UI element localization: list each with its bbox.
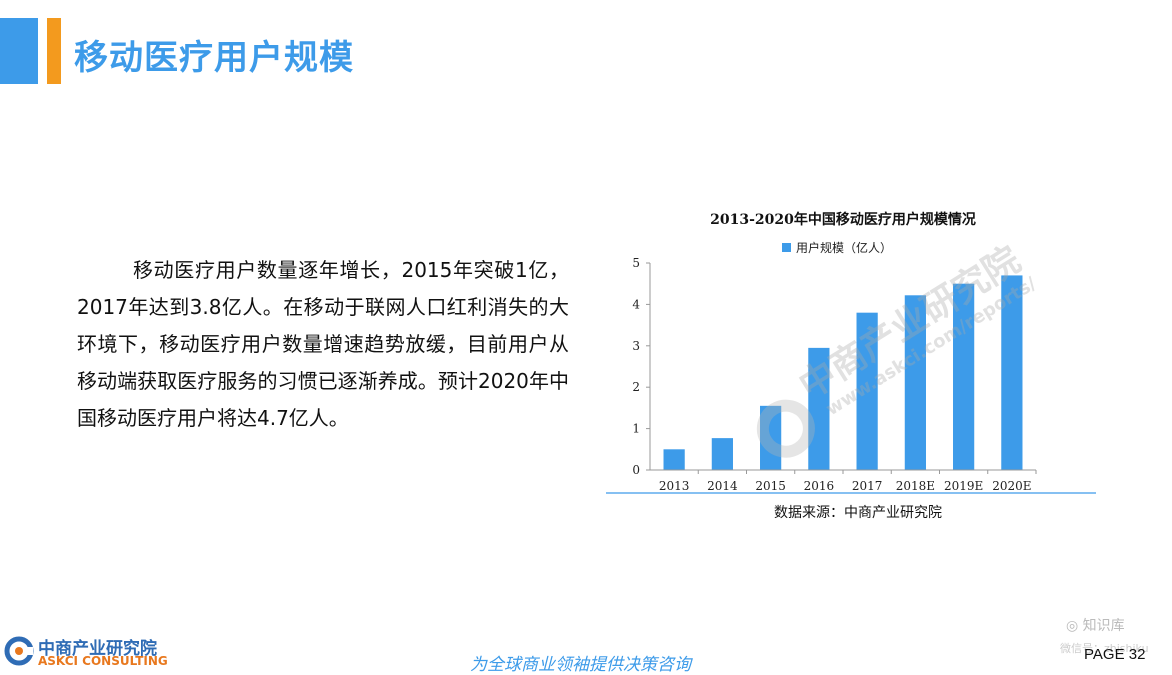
- footer-slogan: 为全球商业领袖提供决策咨询: [470, 655, 691, 675]
- chart-source: 数据来源：中商产业研究院: [774, 505, 942, 521]
- company-logo: 中商产业研究院 ASKCI CONSULTING: [4, 634, 174, 670]
- legend-label: 用户规模（亿人）: [796, 240, 892, 255]
- bar-2014: [711, 438, 733, 470]
- y-tick-label: 4: [632, 297, 640, 311]
- x-axis: 2013 2014 2015 2016 2017 2018E 2019E 2020E: [650, 469, 1037, 493]
- legend-swatch: [782, 243, 791, 252]
- y-axis: 0 1 2 3 4 5: [632, 256, 651, 477]
- x-tick-label: 2014: [707, 479, 738, 493]
- x-tick-label: 2020E: [992, 479, 1031, 493]
- wechat-icon: ◎: [1066, 618, 1083, 634]
- y-tick-label: 3: [632, 339, 640, 353]
- header-accent-orange: [47, 18, 61, 84]
- x-tick-label: 2019E: [944, 479, 983, 493]
- bar-2013: [663, 449, 685, 470]
- bar-2016: [808, 347, 830, 470]
- zhihu-badge: ◎ 知识库: [1066, 615, 1125, 635]
- x-tick-label: 2015: [755, 479, 786, 493]
- bar-2015: [760, 405, 782, 470]
- body-paragraph: 移动医疗用户数量逐年增长，2015年突破1亿，2017年达到3.8亿人。在移动于…: [77, 258, 569, 430]
- chart: 2013-2020年中国移动医疗用户规模情况 用户规模（亿人） 0 1 2 3 4 5 2…: [600, 200, 1100, 530]
- x-tick-label: 2018E: [896, 479, 935, 493]
- y-tick-label: 2: [632, 380, 640, 394]
- company-logo-english: ASKCI CONSULTING: [38, 654, 168, 668]
- chart-title: 2013-2020年中国移动医疗用户规模情况: [710, 211, 976, 228]
- bars: [663, 275, 1023, 470]
- x-tick-label: 2017: [852, 479, 883, 493]
- header-accent-blue: [0, 18, 38, 84]
- x-tick-label: 2016: [804, 479, 835, 493]
- zhihu-subtext: 微信号：zhishiku: [1060, 642, 1149, 655]
- page-number: PAGE 32: [1084, 646, 1146, 663]
- company-logo-icon: [4, 636, 34, 666]
- x-tick-label: 2013: [659, 479, 690, 493]
- y-tick-label: 1: [632, 422, 640, 436]
- bar-2020E: [1001, 275, 1023, 470]
- bar-2018E: [904, 295, 926, 470]
- y-tick-label: 0: [632, 463, 640, 477]
- bar-chart: 2013-2020年中国移动医疗用户规模情况 用户规模（亿人） 0 1 2 3 4 5 2…: [606, 211, 1096, 521]
- company-logo-name: 中商产业研究院: [38, 639, 157, 659]
- y-tick-label: 5: [632, 256, 640, 270]
- bar-2019E: [953, 283, 975, 470]
- page-title: 移动医疗用户规模: [74, 38, 354, 78]
- zhihu-text: 知识库: [1082, 618, 1125, 634]
- bar-2017: [856, 312, 878, 470]
